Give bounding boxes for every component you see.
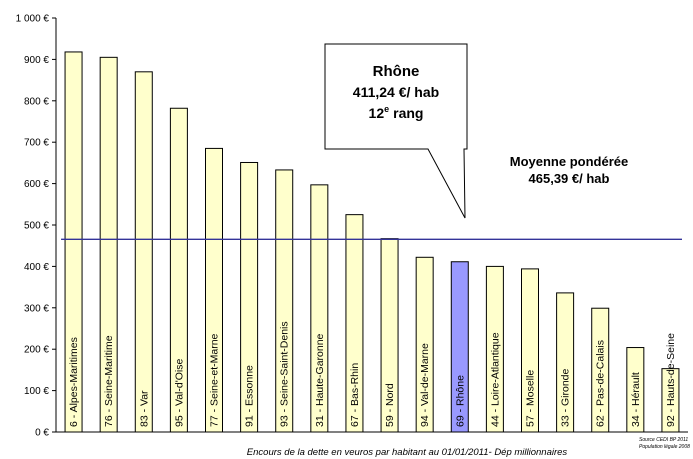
callout-box	[324, 43, 468, 219]
chart-caption: Encours de la dette en veuros par habita…	[247, 447, 568, 458]
category-label: 34 - Hérault	[630, 372, 642, 427]
y-tick-label: 300 €	[24, 303, 49, 314]
y-tick-label: 0 €	[35, 428, 49, 439]
rhone-callout: Rhône 411,24 €/ hab 12e rang	[324, 43, 468, 219]
category-label: 83 - Var	[138, 390, 150, 427]
category-label: 92 - Hauts-de-Seine	[665, 333, 677, 427]
category-label: 94 - Val-de-Marne	[419, 343, 431, 427]
callout-line3: 12e rang	[369, 104, 424, 121]
category-labels-group: 6 - Alpes-Maritimes 76 - Seine-Maritime 83…	[68, 321, 677, 427]
source-line1: Source CEDI BP 2011	[639, 437, 688, 443]
y-tick-label: 100 €	[24, 386, 49, 397]
average-label-line1: Moyenne pondérée	[510, 154, 628, 169]
category-label: 44 - Loire-Atlantique	[489, 332, 501, 427]
y-tick-label: 700 €	[24, 138, 49, 149]
category-label: 91 - Essonne	[244, 365, 256, 427]
y-tick-label: 1 000 €	[16, 14, 50, 25]
y-tick-label: 400 €	[24, 262, 49, 273]
callout-rank-word: rang	[393, 105, 423, 121]
callout-rank-number: 12	[369, 105, 385, 121]
y-tick-label: 500 €	[24, 221, 49, 232]
category-label: 77 - Seine-et-Marne	[209, 333, 221, 427]
category-label: 95 - Val-d'Oise	[173, 359, 185, 427]
source-line2: Population légale 2008	[639, 444, 690, 450]
average-label: Moyenne pondérée 465,39 €/ hab	[510, 154, 628, 186]
category-label: 76 - Seine-Maritime	[103, 335, 115, 427]
category-label: 57 - Moselle	[525, 370, 537, 427]
category-label: 62 - Pas-de-Calais	[595, 340, 607, 427]
bar	[134, 71, 153, 433]
y-tick-label: 900 €	[24, 55, 49, 66]
y-ticks-group: 0 € 100 € 200 € 300 € 400 € 500 € 600 € 700 € 80…	[16, 14, 56, 439]
average-label-line2: 465,39 €/ hab	[529, 171, 610, 186]
callout-line1: Rhône	[373, 63, 420, 80]
callout-line2: 411,24 €/ hab	[353, 84, 439, 100]
y-tick-label: 200 €	[24, 345, 49, 356]
category-label: 67 - Bas-Rhin	[349, 363, 361, 427]
category-label: 59 - Nord	[384, 383, 396, 427]
callout-rank-suffix: e	[384, 104, 389, 114]
y-tick-label: 600 €	[24, 179, 49, 190]
category-label: 33 - Gironde	[560, 368, 572, 427]
bars-group	[64, 51, 680, 433]
y-tick-label: 800 €	[24, 96, 49, 107]
category-label: 69 - Rhône	[454, 375, 466, 427]
category-label: 6 - Alpes-Maritimes	[68, 337, 80, 427]
category-label: 31 - Haute-Garonne	[314, 333, 326, 427]
category-label: 93 - Seine-Saint-Denis	[279, 321, 291, 427]
